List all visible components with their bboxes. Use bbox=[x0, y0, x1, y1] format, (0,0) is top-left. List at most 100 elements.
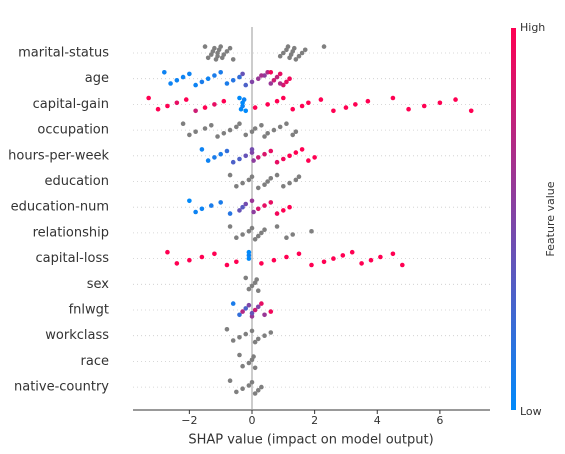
shap-point bbox=[224, 327, 230, 332]
shap-point bbox=[252, 365, 258, 371]
shap-point bbox=[281, 208, 286, 213]
shap-point bbox=[249, 310, 255, 316]
shap-point bbox=[262, 182, 267, 187]
shap-point bbox=[221, 52, 227, 57]
shap-point bbox=[265, 131, 270, 136]
x-tick-label: 4 bbox=[374, 414, 381, 427]
shap-point bbox=[218, 151, 223, 157]
shap-point bbox=[290, 232, 296, 237]
x-tick-label: −2 bbox=[181, 414, 197, 427]
shap-point bbox=[271, 78, 277, 83]
shap-point bbox=[255, 155, 261, 160]
shap-point bbox=[208, 203, 214, 208]
shap-point bbox=[240, 204, 245, 210]
shap-point bbox=[255, 206, 261, 212]
shap-point bbox=[349, 249, 355, 255]
shap-point bbox=[255, 336, 261, 342]
shap-point bbox=[343, 105, 349, 110]
shap-point bbox=[293, 177, 299, 183]
shap-point bbox=[274, 159, 280, 165]
shap-point bbox=[249, 328, 255, 334]
shap-point bbox=[268, 200, 274, 205]
shap-point bbox=[302, 47, 308, 53]
shap-point bbox=[230, 159, 236, 165]
shap-point bbox=[193, 129, 198, 134]
shap-point bbox=[296, 174, 302, 179]
shap-point bbox=[284, 235, 289, 240]
shap-point bbox=[243, 275, 249, 281]
shap-point bbox=[255, 185, 261, 191]
shap-point bbox=[268, 148, 274, 154]
feature-label: occupation bbox=[37, 123, 109, 138]
shap-point bbox=[180, 74, 186, 80]
shap-point bbox=[237, 312, 242, 318]
shap-point bbox=[165, 103, 170, 109]
shap-point bbox=[268, 330, 274, 335]
shap-point bbox=[224, 49, 230, 54]
shap-point bbox=[262, 333, 267, 339]
shap-point bbox=[243, 331, 249, 337]
feature-label: workclass bbox=[45, 328, 109, 343]
shap-point bbox=[246, 383, 252, 388]
shap-point bbox=[165, 249, 170, 255]
feature-label: capital-gain bbox=[33, 97, 109, 112]
shap-point bbox=[215, 134, 220, 139]
shap-point bbox=[208, 123, 214, 128]
shap-point bbox=[274, 211, 280, 216]
shap-point bbox=[146, 95, 151, 101]
shap-point bbox=[262, 134, 267, 139]
shap-point bbox=[249, 147, 255, 152]
shap-point bbox=[353, 102, 358, 107]
shap-point bbox=[234, 389, 239, 395]
shap-point bbox=[230, 338, 236, 343]
shap-point bbox=[243, 153, 249, 159]
feature-label: native-country bbox=[14, 380, 109, 395]
shap-point bbox=[237, 335, 242, 340]
feature-label: capital-loss bbox=[36, 251, 110, 266]
shap-point bbox=[252, 391, 258, 396]
shap-point bbox=[306, 158, 311, 163]
shap-point bbox=[187, 198, 192, 204]
feature-label: race bbox=[81, 354, 109, 369]
shap-point bbox=[240, 363, 245, 369]
shap-point bbox=[321, 259, 327, 265]
shap-point bbox=[312, 155, 317, 160]
feature-label: relationship bbox=[33, 225, 109, 240]
shap-point bbox=[281, 95, 286, 101]
feature-label: marital-status bbox=[18, 46, 109, 61]
shap-point bbox=[243, 108, 249, 114]
shap-point bbox=[252, 126, 258, 131]
shap-point bbox=[293, 129, 299, 134]
shap-point bbox=[224, 81, 230, 86]
shap-point bbox=[227, 45, 233, 51]
feature-label: education bbox=[44, 174, 109, 189]
shap-point bbox=[227, 211, 233, 216]
shap-point bbox=[234, 259, 239, 265]
shap-point bbox=[259, 73, 264, 78]
shap-point bbox=[284, 254, 289, 260]
shap-point bbox=[271, 257, 277, 263]
shap-point bbox=[187, 71, 192, 77]
shap-point bbox=[293, 57, 299, 62]
shap-point bbox=[237, 95, 242, 101]
shap-point bbox=[240, 103, 245, 109]
shap-point bbox=[274, 172, 280, 178]
shap-point bbox=[240, 232, 245, 237]
shap-point bbox=[218, 70, 223, 75]
shap-point bbox=[306, 100, 311, 106]
shap-point bbox=[246, 256, 252, 261]
feature-label: sex bbox=[87, 277, 110, 292]
shap-point bbox=[174, 261, 180, 266]
shap-point bbox=[221, 131, 227, 136]
colorbar-title: Feature value bbox=[544, 181, 557, 256]
shap-point bbox=[162, 70, 167, 75]
shap-point bbox=[262, 151, 267, 157]
shap-point bbox=[252, 339, 258, 345]
shap-point bbox=[205, 158, 211, 163]
feature-label: education-num bbox=[11, 200, 109, 215]
shap-point bbox=[268, 176, 274, 181]
shap-point bbox=[237, 121, 242, 126]
x-tick-label: 0 bbox=[249, 414, 256, 427]
shap-point bbox=[290, 106, 296, 112]
shap-point bbox=[234, 184, 239, 189]
